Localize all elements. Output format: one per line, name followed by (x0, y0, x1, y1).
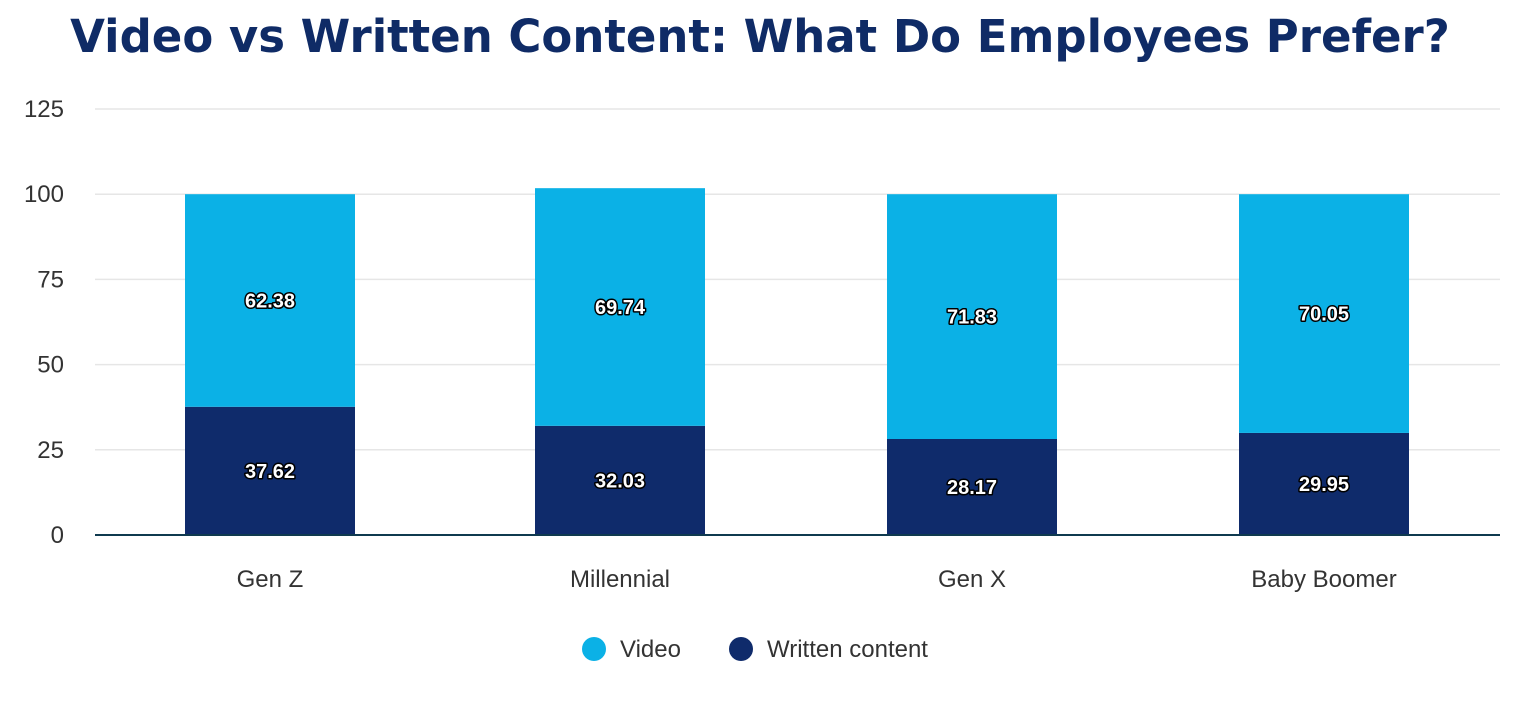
chart-title: Video vs Written Content: What Do Employ… (70, 10, 1450, 63)
bar-segment-written-content (1239, 432, 1409, 535)
data-label: 62.38 (245, 290, 295, 312)
bar-segment-video (185, 194, 355, 407)
bar-segment-written-content (185, 406, 355, 535)
legend: Video Written content (582, 636, 928, 663)
legend-marker-written-content (729, 637, 753, 661)
y-tick-label: 75 (37, 266, 64, 293)
x-category-label: Millennial (570, 566, 670, 593)
data-label: 32.03 (595, 470, 645, 492)
data-label: 70.05 (1299, 304, 1349, 326)
bar-segment-video (887, 194, 1057, 439)
y-tick-label: 50 (37, 352, 64, 379)
data-labels: 37.62 62.38 32.03 69.74 28.17 71.83 29.95 70.05 (243, 289, 1350, 501)
bars (185, 188, 1409, 535)
x-category-label: Baby Boomer (1251, 566, 1396, 593)
legend-label-video: Video (620, 636, 681, 663)
x-category-label: Gen Z (237, 566, 304, 593)
legend-marker-video (582, 637, 606, 661)
x-axis-category-labels: Gen Z Millennial Gen X Baby Boomer (237, 566, 1397, 593)
bar-segment-written-content (535, 425, 705, 535)
y-axis-tick-labels: 0 25 50 75 100 125 (24, 96, 64, 549)
data-label: 71.83 (947, 307, 997, 329)
y-tick-label: 125 (24, 96, 64, 123)
x-category-label: Gen X (938, 566, 1006, 593)
legend-label-written-content: Written content (767, 636, 928, 663)
data-label: 37.62 (245, 461, 295, 483)
bar-segment-video (535, 188, 705, 426)
y-tick-label: 100 (24, 181, 64, 208)
data-label: 29.95 (1299, 474, 1349, 496)
bar-segment-video (1239, 194, 1409, 433)
data-label: 28.17 (947, 477, 997, 499)
data-label: 69.74 (595, 297, 646, 319)
bar-segment-written-content (887, 438, 1057, 535)
y-tick-label: 25 (37, 437, 64, 464)
y-tick-label: 0 (51, 522, 64, 549)
